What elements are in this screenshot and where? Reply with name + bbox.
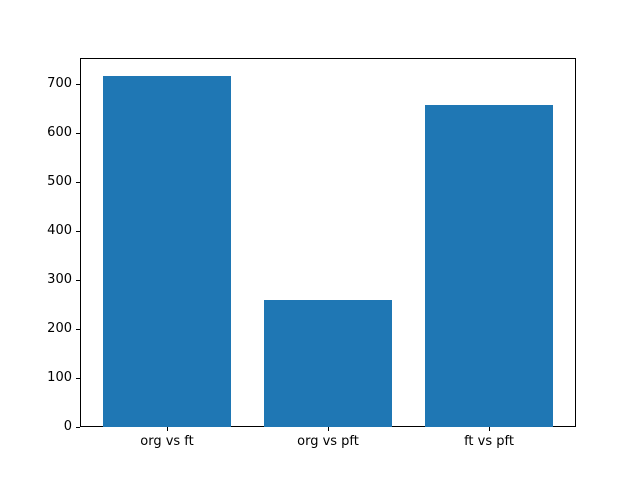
y-tick-label-2: 200 <box>47 321 72 336</box>
y-tick-mark-4 <box>76 231 80 232</box>
y-tick-label-5: 500 <box>47 174 72 189</box>
x-tick-mark-1 <box>328 427 329 431</box>
y-tick-mark-5 <box>76 182 80 183</box>
y-tick-mark-1 <box>76 378 80 379</box>
y-tick-label-4: 400 <box>47 223 72 238</box>
y-tick-label-0: 0 <box>63 419 72 434</box>
y-tick-mark-0 <box>76 427 80 428</box>
y-tick-mark-7 <box>76 84 80 85</box>
x-tick-mark-2 <box>489 427 490 431</box>
x-tick-mark-0 <box>167 427 168 431</box>
y-tick-label-1: 100 <box>47 370 72 385</box>
bar-2 <box>424 105 554 427</box>
x-tick-label-2: ft vs pft <box>464 434 514 449</box>
bar-0 <box>102 75 232 427</box>
y-tick-mark-6 <box>76 133 80 134</box>
y-tick-mark-2 <box>76 329 80 330</box>
y-tick-label-7: 700 <box>47 76 72 91</box>
y-tick-mark-3 <box>76 280 80 281</box>
x-tick-label-1: org vs pft <box>297 434 359 449</box>
y-tick-label-6: 600 <box>47 125 72 140</box>
x-tick-label-0: org vs ft <box>140 434 194 449</box>
bar-1 <box>263 300 393 427</box>
y-tick-label-3: 300 <box>47 272 72 287</box>
